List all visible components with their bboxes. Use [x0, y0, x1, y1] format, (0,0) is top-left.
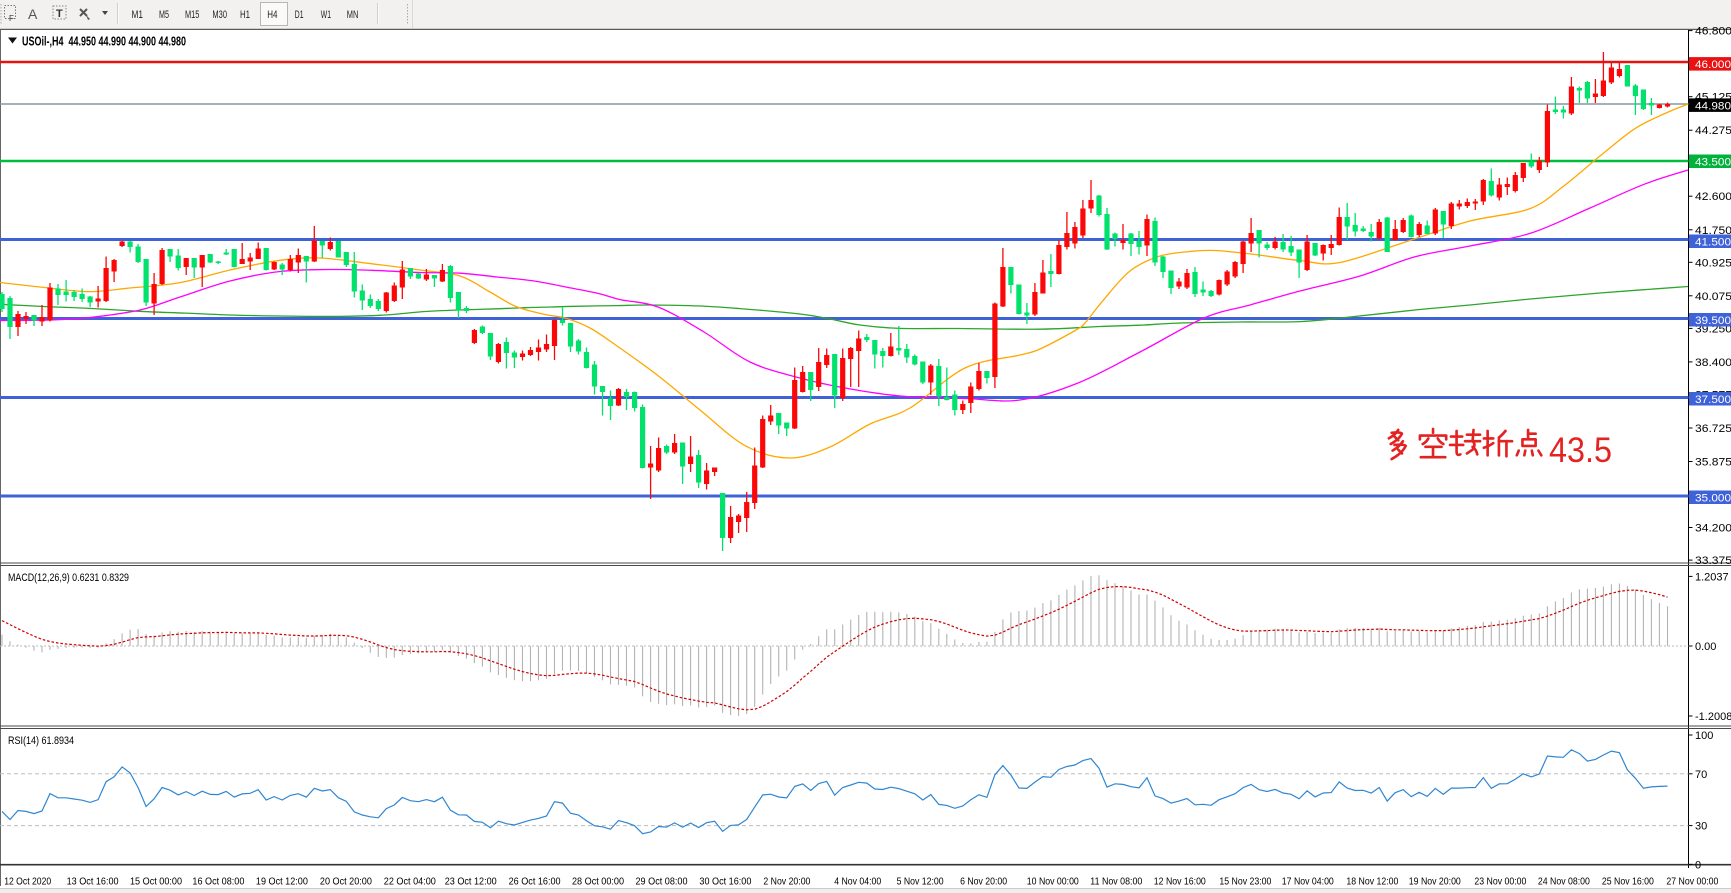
svg-text:H1: H1 [240, 9, 250, 21]
svg-text:27 Nov 00:00: 27 Nov 00:00 [1666, 876, 1718, 888]
svg-text:W1: W1 [321, 9, 331, 21]
svg-text:A: A [28, 6, 38, 22]
svg-text:42.600: 42.600 [1695, 191, 1731, 203]
svg-text:29 Oct 08:00: 29 Oct 08:00 [636, 876, 688, 888]
svg-text:34.200: 34.200 [1695, 523, 1731, 535]
svg-text:23 Nov 00:00: 23 Nov 00:00 [1474, 876, 1526, 888]
svg-text:30: 30 [1695, 821, 1707, 833]
svg-text:28 Oct 00:00: 28 Oct 00:00 [572, 876, 624, 888]
svg-text:6 Nov 20:00: 6 Nov 20:00 [960, 876, 1007, 888]
svg-text:-1.2008: -1.2008 [1695, 711, 1731, 723]
svg-text:2 Nov 20:00: 2 Nov 20:00 [763, 876, 810, 888]
svg-text:70: 70 [1695, 769, 1707, 781]
svg-text:24 Nov 08:00: 24 Nov 08:00 [1538, 876, 1590, 888]
svg-text:M5: M5 [159, 9, 169, 21]
svg-text:16 Oct 08:00: 16 Oct 08:00 [192, 876, 244, 888]
svg-text:M1: M1 [132, 9, 144, 21]
svg-text:11 Nov 08:00: 11 Nov 08:00 [1090, 876, 1142, 888]
svg-text:46.000: 46.000 [1695, 59, 1731, 71]
svg-text:33.375: 33.375 [1695, 555, 1731, 567]
svg-text:26 Oct 16:00: 26 Oct 16:00 [509, 876, 561, 888]
svg-text:36.725: 36.725 [1695, 423, 1731, 435]
svg-text:41.500: 41.500 [1695, 237, 1731, 249]
svg-text:MACD(12,26,9) 0.6231 0.8329: MACD(12,26,9) 0.6231 0.8329 [8, 572, 129, 584]
svg-text:H4: H4 [267, 9, 277, 21]
svg-text:39.500: 39.500 [1695, 315, 1731, 327]
svg-text:USOil-,H4 44.950 44.990 44.90: USOil-,H4 44.950 44.990 44.900 44.980 [22, 35, 186, 49]
svg-text:15 Oct 00:00: 15 Oct 00:00 [130, 876, 182, 888]
svg-text:38.400: 38.400 [1695, 357, 1731, 369]
svg-text:40.075: 40.075 [1695, 291, 1731, 303]
svg-text:30 Oct 16:00: 30 Oct 16:00 [699, 876, 751, 888]
svg-text:43.5: 43.5 [1549, 431, 1612, 470]
svg-text:41.750: 41.750 [1695, 225, 1731, 237]
svg-text:0: 0 [1695, 859, 1701, 871]
svg-text:37.500: 37.500 [1695, 394, 1731, 406]
svg-text:43.500: 43.500 [1695, 157, 1731, 169]
svg-text:35.875: 35.875 [1695, 457, 1731, 469]
svg-text:D1: D1 [295, 9, 304, 21]
svg-text:12 Oct 2020: 12 Oct 2020 [4, 876, 51, 888]
svg-text:19 Oct 12:00: 19 Oct 12:00 [256, 876, 308, 888]
svg-text:RSI(14) 61.8934: RSI(14) 61.8934 [8, 735, 74, 747]
svg-text:F: F [9, 14, 14, 23]
svg-text:15 Nov 23:00: 15 Nov 23:00 [1219, 876, 1271, 888]
svg-text:T: T [56, 8, 63, 20]
svg-text:M30: M30 [212, 9, 227, 21]
svg-text:MN: MN [347, 9, 359, 21]
svg-text:M15: M15 [185, 9, 199, 21]
svg-text:0.00: 0.00 [1695, 641, 1716, 653]
svg-text:13 Oct 16:00: 13 Oct 16:00 [67, 876, 119, 888]
svg-text:22 Oct 04:00: 22 Oct 04:00 [384, 876, 436, 888]
svg-text:5 Nov 12:00: 5 Nov 12:00 [897, 876, 944, 888]
svg-text:4 Nov 04:00: 4 Nov 04:00 [834, 876, 881, 888]
svg-text:35.000: 35.000 [1695, 493, 1731, 505]
svg-text:12 Nov 16:00: 12 Nov 16:00 [1154, 876, 1206, 888]
svg-text:20 Oct 20:00: 20 Oct 20:00 [320, 876, 372, 888]
svg-text:100: 100 [1695, 730, 1713, 742]
svg-text:10 Nov 00:00: 10 Nov 00:00 [1027, 876, 1079, 888]
svg-text:1.2037: 1.2037 [1695, 571, 1729, 583]
svg-text:18 Nov 12:00: 18 Nov 12:00 [1346, 876, 1398, 888]
svg-text:44.275: 44.275 [1695, 125, 1731, 137]
svg-text:40.925: 40.925 [1695, 257, 1731, 269]
svg-text:19 Nov 20:00: 19 Nov 20:00 [1409, 876, 1461, 888]
svg-text:17 Nov 04:00: 17 Nov 04:00 [1282, 876, 1334, 888]
svg-text:23 Oct 12:00: 23 Oct 12:00 [445, 876, 497, 888]
svg-text:44.980: 44.980 [1695, 100, 1731, 112]
svg-text:46.800: 46.800 [1695, 26, 1731, 38]
svg-text:25 Nov 16:00: 25 Nov 16:00 [1602, 876, 1654, 888]
